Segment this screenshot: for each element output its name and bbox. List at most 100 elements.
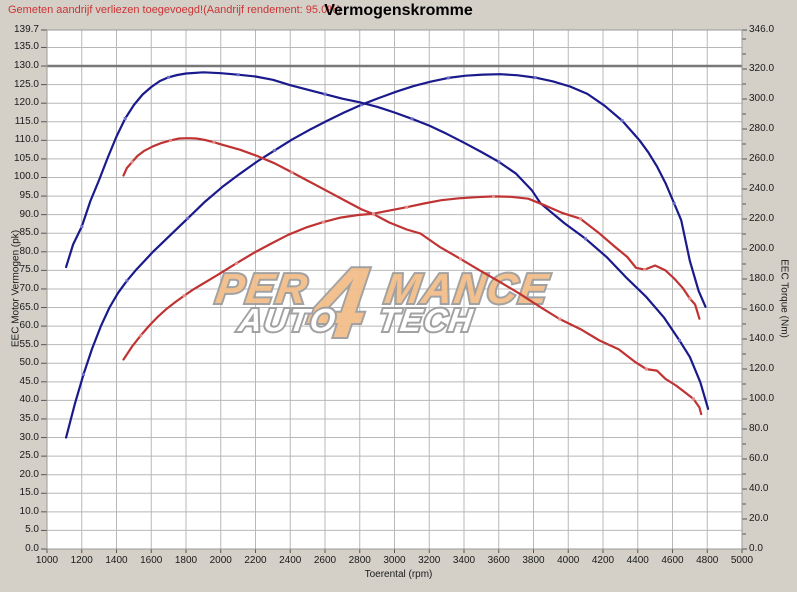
plot-border — [46, 29, 743, 550]
curve-marker — [323, 92, 327, 96]
y-right-tick-label: 80.0 — [749, 423, 769, 434]
y-right-tick-label: 200.0 — [749, 243, 775, 254]
y-left-tick-label: 139.7 — [13, 24, 39, 35]
curve-marker — [186, 216, 190, 220]
drivetrain-loss-annotation: Gemeten aandrijf verliezen toegevoegd!(A… — [8, 4, 341, 16]
x-tick-label: 2600 — [313, 555, 337, 566]
x-tick-label: 1800 — [174, 555, 198, 566]
x-tick-label: 1200 — [70, 555, 93, 566]
curve-marker — [643, 268, 647, 272]
watermark-text-mance: MANCE — [382, 265, 553, 312]
curve-koppel-na-tuning — [64, 71, 710, 410]
y-right-tick-label: 20.0 — [749, 513, 769, 524]
y-right-tick-label: 120.0 — [749, 363, 775, 374]
curve-marker — [672, 202, 676, 205]
curve-marker — [578, 217, 582, 221]
curve-marker — [691, 397, 695, 401]
curve-vermogen-na-tuning — [64, 73, 707, 439]
curve-marker — [290, 170, 294, 174]
y-left-tick-label: 65.0 — [19, 301, 39, 313]
curve-marker — [372, 212, 376, 216]
y-right-tick-label: 346.0 — [749, 24, 775, 35]
curve-marker — [125, 279, 129, 283]
y-left-tick-label: 5.0 — [25, 524, 39, 536]
curve-marker — [82, 372, 85, 376]
y-left-tick-label: 40.0 — [19, 394, 39, 406]
x-tick-label: 3600 — [487, 555, 510, 566]
y-left-tick-label: 50.0 — [19, 357, 39, 369]
y-left-tick-label: 130.0 — [13, 60, 39, 72]
y-left-tick-label: 60.0 — [19, 320, 39, 332]
curve-marker — [130, 160, 134, 164]
curve-marker — [321, 220, 325, 224]
curve-marker — [80, 225, 84, 228]
curve-marker — [168, 138, 172, 142]
x-tick-label: 4600 — [661, 555, 684, 566]
y-left-tick-label: 35.0 — [19, 412, 39, 424]
x-tick-label: 1400 — [105, 555, 128, 566]
curve-marker — [123, 117, 127, 120]
x-tick-label: 3200 — [418, 555, 441, 566]
y-right-tick-label: 320.0 — [749, 63, 775, 74]
page-title: Vermogenskromme — [324, 2, 473, 19]
x-axis-title: Toerental (rpm) — [364, 569, 433, 580]
y-left-tick-label: 15.0 — [19, 487, 39, 499]
y-left-tick-label: 80.0 — [19, 245, 39, 257]
y-left-tick-label: 10.0 — [19, 505, 39, 517]
y-left-tick-label: 20.0 — [19, 468, 39, 480]
y-right-tick-label: 40.0 — [749, 483, 769, 494]
y-right-tick-label: 160.0 — [749, 303, 775, 314]
curve-marker — [273, 148, 277, 152]
y-left-tick-label: 125.0 — [13, 78, 39, 90]
curve-marker — [212, 140, 216, 144]
x-tick-label: 4800 — [696, 555, 719, 566]
y-axis-left-title: EEC Motor Vermogen (pk) — [10, 229, 22, 348]
curve-marker — [236, 73, 240, 77]
curve-marker — [410, 117, 414, 121]
curve-marker — [678, 339, 681, 342]
y-left-tick-label: 135.0 — [13, 41, 39, 53]
y-right-tick-label: 240.0 — [749, 183, 775, 194]
y-left-tick-label: 45.0 — [19, 375, 39, 387]
y-right-tick-label: 140.0 — [749, 333, 775, 344]
curve-marker — [167, 75, 171, 79]
y-right-tick-label: 100.0 — [749, 393, 775, 404]
curve-marker — [584, 237, 588, 241]
x-tick-label: 2800 — [348, 555, 371, 566]
y-left-tick-label: 115.0 — [14, 115, 39, 127]
curve-marker — [139, 333, 143, 337]
y-right-tick-label: 280.0 — [749, 123, 775, 134]
x-tick-label: 2400 — [279, 555, 302, 566]
y-left-tick-label: 25.0 — [19, 450, 39, 462]
curve-vermogen-voor-tuning — [122, 195, 701, 361]
x-tick-label: 3800 — [522, 555, 545, 566]
curve-marker — [405, 205, 409, 209]
y-left-tick-label: 95.0 — [19, 190, 39, 202]
watermark-text-auto: AUTO — [236, 302, 340, 338]
x-tick-label: 1000 — [35, 555, 59, 566]
y-right-tick-label: 300.0 — [749, 93, 775, 104]
y-left-tick-label: 105.0 — [13, 152, 39, 164]
y-right-tick-label: 220.0 — [749, 213, 775, 224]
curve-koppel-voor-tuning — [122, 137, 703, 416]
y-left-tick-label: 100.0 — [13, 171, 39, 183]
curve-marker — [360, 103, 363, 107]
y-left-tick-label: 85.0 — [19, 227, 39, 239]
curve-marker — [620, 119, 624, 123]
x-tick-label: 5000 — [730, 555, 754, 566]
curve-marker — [459, 257, 462, 261]
x-tick-label: 2000 — [209, 555, 232, 566]
y-left-tick-label: 75.0 — [19, 264, 39, 276]
x-tick-label: 1600 — [140, 555, 163, 566]
x-tick-label: 2200 — [244, 555, 267, 566]
curve-marker — [492, 194, 495, 198]
x-tick-label: 4000 — [557, 555, 580, 566]
y-left-tick-label: 110.0 — [14, 134, 39, 146]
x-tick-label: 4200 — [591, 555, 615, 566]
y-right-tick-label: 260.0 — [749, 153, 775, 164]
curve-marker — [558, 317, 562, 321]
